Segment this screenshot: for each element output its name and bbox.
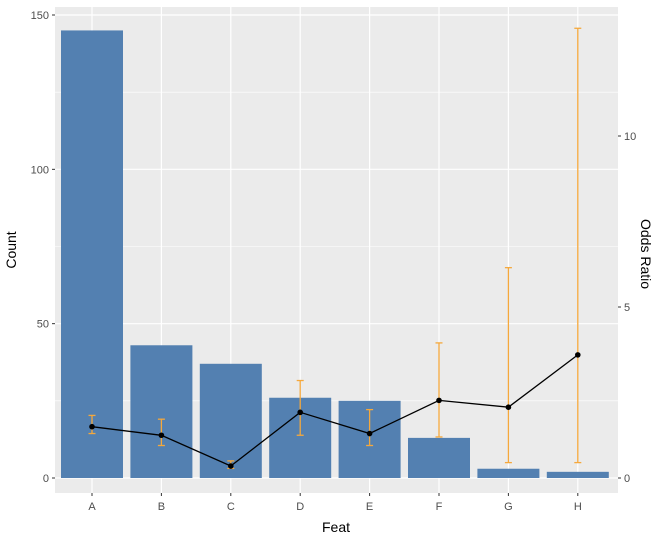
bar-C: [199, 363, 262, 478]
bar-A: [61, 30, 123, 479]
x-tick-label: G: [504, 501, 513, 513]
x-tick-label: B: [158, 501, 165, 513]
x-tick-label: A: [88, 501, 96, 513]
odds-ratio-point-A: [89, 423, 95, 430]
y-tick-label: 100: [31, 164, 49, 176]
right-axis: 0 5 10: [618, 131, 636, 485]
x-tick-label: C: [227, 501, 235, 513]
bar-F: [408, 437, 470, 478]
odds-ratio-line: [89, 352, 581, 469]
odds-ratio-point-B: [158, 432, 165, 439]
odds-ratio-point-H: [575, 352, 581, 358]
bars: [61, 30, 609, 479]
y-tick-label: 50: [37, 319, 49, 331]
x-tick-label: E: [366, 501, 373, 513]
y2-tick-label: 0: [624, 473, 630, 485]
odds-ratio-polyline: [91, 354, 579, 467]
odds-ratio-point-C: [228, 463, 234, 469]
y2-tick-label: 10: [624, 131, 636, 143]
x-axis: A B C D E F G H: [88, 493, 582, 513]
error-bars: [88, 27, 582, 470]
y2-axis-title: Odds Ratio: [638, 219, 654, 289]
x-tick-label: D: [296, 501, 304, 513]
y-tick-label: 150: [31, 10, 49, 22]
bar-H: [546, 471, 609, 478]
x-tick-label: H: [574, 501, 582, 513]
x-tick-label: F: [436, 501, 443, 513]
odds-ratio-point-G: [505, 404, 512, 411]
odds-ratio-point-F: [436, 397, 442, 404]
x-axis-title: Feat: [322, 519, 350, 535]
y-tick-label: 0: [43, 473, 49, 485]
bar-B: [130, 345, 193, 478]
odds-ratio-point-D: [297, 409, 304, 416]
bar-G: [477, 468, 540, 478]
y2-tick-label: 5: [624, 302, 630, 314]
odds-ratio-point-E: [366, 430, 373, 437]
y-axis-title: Count: [3, 231, 19, 268]
left-axis: 0 50 100 150: [31, 10, 55, 485]
